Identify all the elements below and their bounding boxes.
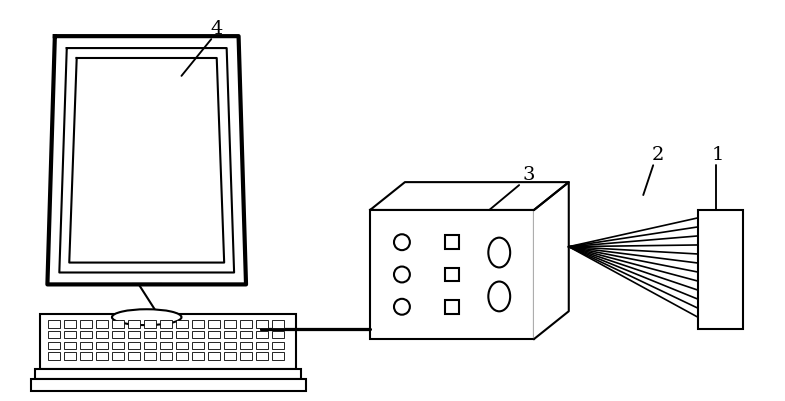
Bar xyxy=(176,331,188,338)
Bar xyxy=(97,320,108,328)
Polygon shape xyxy=(47,36,246,284)
Bar xyxy=(160,331,172,338)
Bar xyxy=(192,342,204,349)
Bar xyxy=(256,331,268,338)
Bar xyxy=(49,320,60,328)
Bar xyxy=(31,379,305,391)
Bar xyxy=(208,342,220,349)
Bar xyxy=(224,352,236,360)
Bar xyxy=(144,331,156,338)
Bar xyxy=(192,352,204,360)
Bar xyxy=(128,331,141,338)
Bar xyxy=(97,352,108,360)
Bar xyxy=(80,331,93,338)
Bar xyxy=(35,369,301,379)
Polygon shape xyxy=(371,182,569,210)
Bar xyxy=(272,352,283,360)
Bar xyxy=(64,320,76,328)
Ellipse shape xyxy=(112,309,181,325)
Bar xyxy=(176,320,188,328)
Bar xyxy=(224,331,236,338)
Bar xyxy=(49,331,60,338)
Bar xyxy=(272,342,283,349)
Bar xyxy=(208,352,220,360)
Bar xyxy=(176,342,188,349)
Bar xyxy=(208,331,220,338)
Bar xyxy=(112,320,124,328)
Bar xyxy=(371,210,534,339)
Bar xyxy=(240,352,252,360)
Bar xyxy=(256,352,268,360)
Bar xyxy=(240,320,252,328)
Bar xyxy=(144,342,156,349)
Bar xyxy=(112,331,124,338)
Bar xyxy=(256,342,268,349)
Bar xyxy=(128,320,141,328)
Polygon shape xyxy=(534,182,569,339)
Bar xyxy=(80,342,93,349)
Bar xyxy=(80,352,93,360)
Bar xyxy=(128,342,141,349)
Bar xyxy=(80,320,93,328)
Ellipse shape xyxy=(488,238,510,267)
Text: 3: 3 xyxy=(523,166,535,184)
Bar xyxy=(272,331,283,338)
Text: 4: 4 xyxy=(210,20,222,38)
Ellipse shape xyxy=(488,282,510,311)
Bar xyxy=(97,342,108,349)
Bar xyxy=(192,331,204,338)
Bar xyxy=(224,342,236,349)
Polygon shape xyxy=(69,58,225,263)
Bar xyxy=(256,320,268,328)
Bar xyxy=(444,300,458,314)
Bar xyxy=(112,342,124,349)
Bar xyxy=(97,331,108,338)
Bar xyxy=(698,210,743,329)
Bar xyxy=(112,352,124,360)
Bar xyxy=(240,342,252,349)
Bar xyxy=(224,320,236,328)
Bar xyxy=(240,331,252,338)
Bar xyxy=(160,342,172,349)
Bar xyxy=(176,352,188,360)
Bar xyxy=(160,320,172,328)
Bar xyxy=(49,342,60,349)
Bar xyxy=(444,235,458,249)
Bar xyxy=(128,352,141,360)
Bar xyxy=(160,352,172,360)
Bar xyxy=(144,320,156,328)
Bar xyxy=(272,320,283,328)
Bar xyxy=(49,352,60,360)
Bar xyxy=(444,267,458,282)
Bar xyxy=(64,352,76,360)
Bar xyxy=(208,320,220,328)
Text: 2: 2 xyxy=(652,146,664,164)
Bar xyxy=(64,342,76,349)
Text: 1: 1 xyxy=(711,146,724,164)
Bar xyxy=(144,352,156,360)
Bar xyxy=(64,331,76,338)
Bar xyxy=(41,314,296,369)
Bar xyxy=(192,320,204,328)
